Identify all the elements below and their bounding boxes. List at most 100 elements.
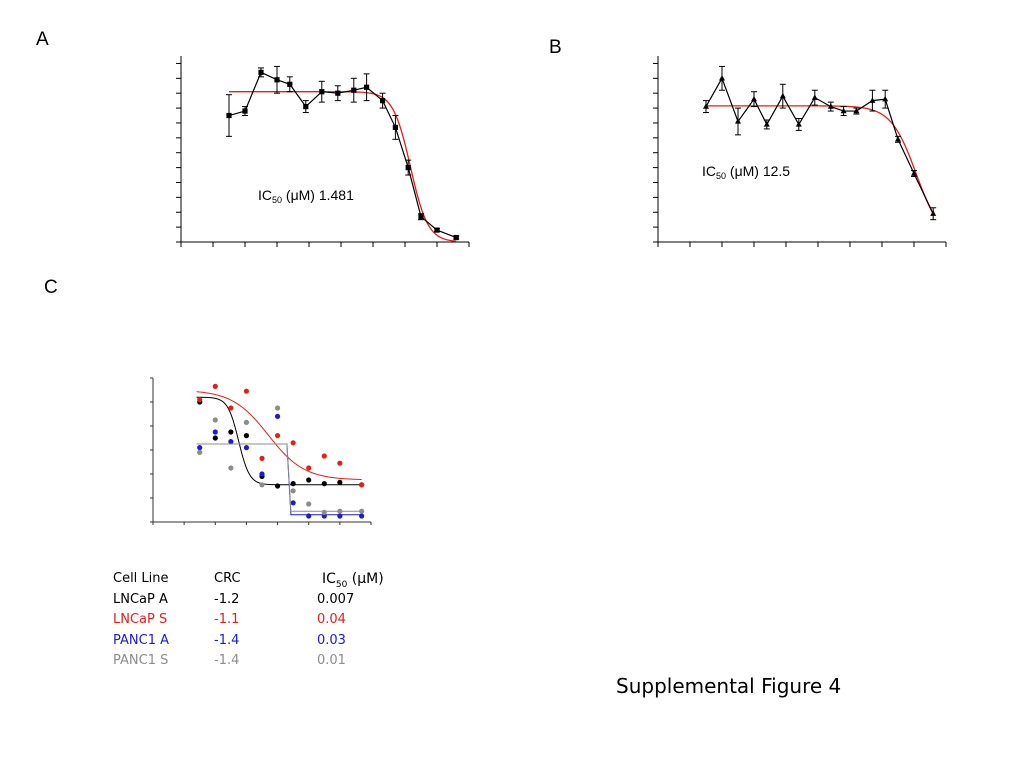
data-point [243, 445, 250, 451]
data-point [274, 483, 281, 489]
data-point [321, 453, 327, 459]
fit-curve [196, 396, 362, 486]
data-point [212, 435, 218, 441]
data-point [290, 500, 296, 506]
data-point [212, 429, 218, 435]
data-point [303, 103, 309, 110]
data-point [228, 429, 234, 435]
data-point [259, 482, 265, 488]
table-row: LNCaP A -1.2 0.007 [113, 590, 413, 611]
data-point [228, 465, 234, 471]
data-point [228, 405, 234, 411]
data-point [321, 481, 327, 487]
data-point [359, 482, 365, 488]
header-crc: CRC [214, 571, 241, 586]
data-point [335, 90, 341, 96]
fit-curve [196, 391, 362, 480]
chart-c [150, 377, 372, 525]
data-point [306, 513, 312, 519]
data-point [212, 383, 218, 389]
data-point [351, 87, 357, 93]
data-point [290, 488, 296, 494]
data-point [228, 439, 234, 445]
data-point [242, 108, 248, 114]
data-point [364, 84, 370, 90]
data-point [735, 118, 741, 124]
ic50-table-header: Cell Line CRC IC50 (μM) [113, 569, 413, 590]
table-row: LNCaP S -1.1 0.04 [113, 610, 413, 631]
cell-line-name: LNCaP S [113, 612, 168, 627]
data-point [306, 477, 312, 483]
cell-line-name: LNCaP A [113, 591, 168, 607]
data-point [763, 121, 770, 127]
series-lncap-a [196, 396, 365, 489]
data-point [811, 94, 818, 100]
panel-letter-b: B [549, 37, 562, 58]
data-point [911, 170, 917, 176]
data-point [882, 95, 889, 102]
data-point [337, 479, 343, 485]
data-point [243, 419, 250, 425]
data-point [405, 165, 411, 171]
data-point [359, 508, 365, 514]
data-point [751, 95, 757, 102]
cell-line-name: PANC1 S [113, 653, 169, 668]
header-cell-line: Cell Line [113, 571, 169, 586]
data-point [287, 81, 293, 87]
series-panc1-a [196, 413, 365, 519]
data-point [779, 92, 786, 99]
chart-b: IC50 (μM) 12.5 [653, 56, 947, 247]
data-line [705, 76, 934, 214]
data-point [453, 234, 459, 241]
data-point [853, 107, 860, 114]
data-point [226, 112, 232, 119]
data-point [840, 107, 847, 114]
data-point [306, 465, 312, 471]
crc-value: -1.4 [214, 653, 240, 668]
series-panc1-s [196, 405, 365, 515]
data-point [703, 103, 709, 109]
cell-line-name: PANC1 A [113, 632, 169, 648]
data-point [359, 513, 365, 519]
data-point [274, 405, 281, 411]
chart-a: IC50 (μM) 1.481 [176, 56, 470, 247]
data-point [212, 417, 218, 423]
data-point [827, 103, 834, 109]
ic50-value: 0.01 [317, 653, 346, 668]
ic50-value: 0.007 [317, 591, 355, 607]
data-point [306, 501, 312, 507]
data-point [337, 460, 343, 466]
data-point [243, 433, 250, 439]
data-point [274, 413, 281, 419]
data-point [197, 397, 203, 403]
panel-letter-c: C [44, 277, 58, 298]
data-point [259, 455, 265, 461]
ic50-annotation: IC50 (μM) 12.5 [702, 163, 790, 181]
data-point [274, 433, 281, 439]
crc-value: -1.4 [214, 632, 240, 648]
figure-caption: Supplemental Figure 4 [616, 674, 842, 698]
data-point [380, 98, 386, 104]
data-point [290, 440, 296, 446]
data-point [290, 481, 296, 487]
data-point [418, 214, 424, 220]
data-line [228, 71, 457, 239]
data-point [719, 75, 725, 81]
table-row: PANC1 A -1.4 0.03 [113, 631, 413, 652]
crc-value: -1.1 [214, 612, 240, 627]
series-lncap-s [196, 383, 365, 488]
data-point [392, 124, 398, 131]
panel-letter-a: A [36, 29, 49, 50]
ic50-value: 0.04 [317, 612, 346, 627]
data-point [321, 513, 327, 519]
data-point [795, 121, 802, 127]
data-point [258, 69, 264, 75]
table-row: PANC1 S -1.4 0.01 [113, 651, 413, 672]
data-point [337, 513, 343, 519]
ic50-annotation: IC50 (μM) 1.481 [258, 187, 354, 205]
crc-value: -1.2 [214, 591, 240, 607]
data-point [319, 89, 325, 95]
data-point [274, 77, 280, 83]
data-point [321, 509, 327, 515]
